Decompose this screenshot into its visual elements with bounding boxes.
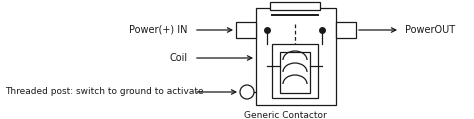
Text: Power(+) IN: Power(+) IN [129, 25, 188, 35]
Text: Threaded post: switch to ground to activate: Threaded post: switch to ground to activ… [5, 87, 204, 97]
Bar [256, 8, 336, 105]
Bar [336, 22, 356, 38]
Circle shape [240, 85, 254, 99]
Bar [236, 22, 256, 38]
Text: Generic Contactor: Generic Contactor [244, 111, 327, 119]
Text: Coil: Coil [170, 53, 188, 63]
Bar [272, 44, 318, 98]
Bar [270, 2, 320, 10]
Bar [280, 52, 310, 93]
Text: PowerOUT: PowerOUT [405, 25, 455, 35]
